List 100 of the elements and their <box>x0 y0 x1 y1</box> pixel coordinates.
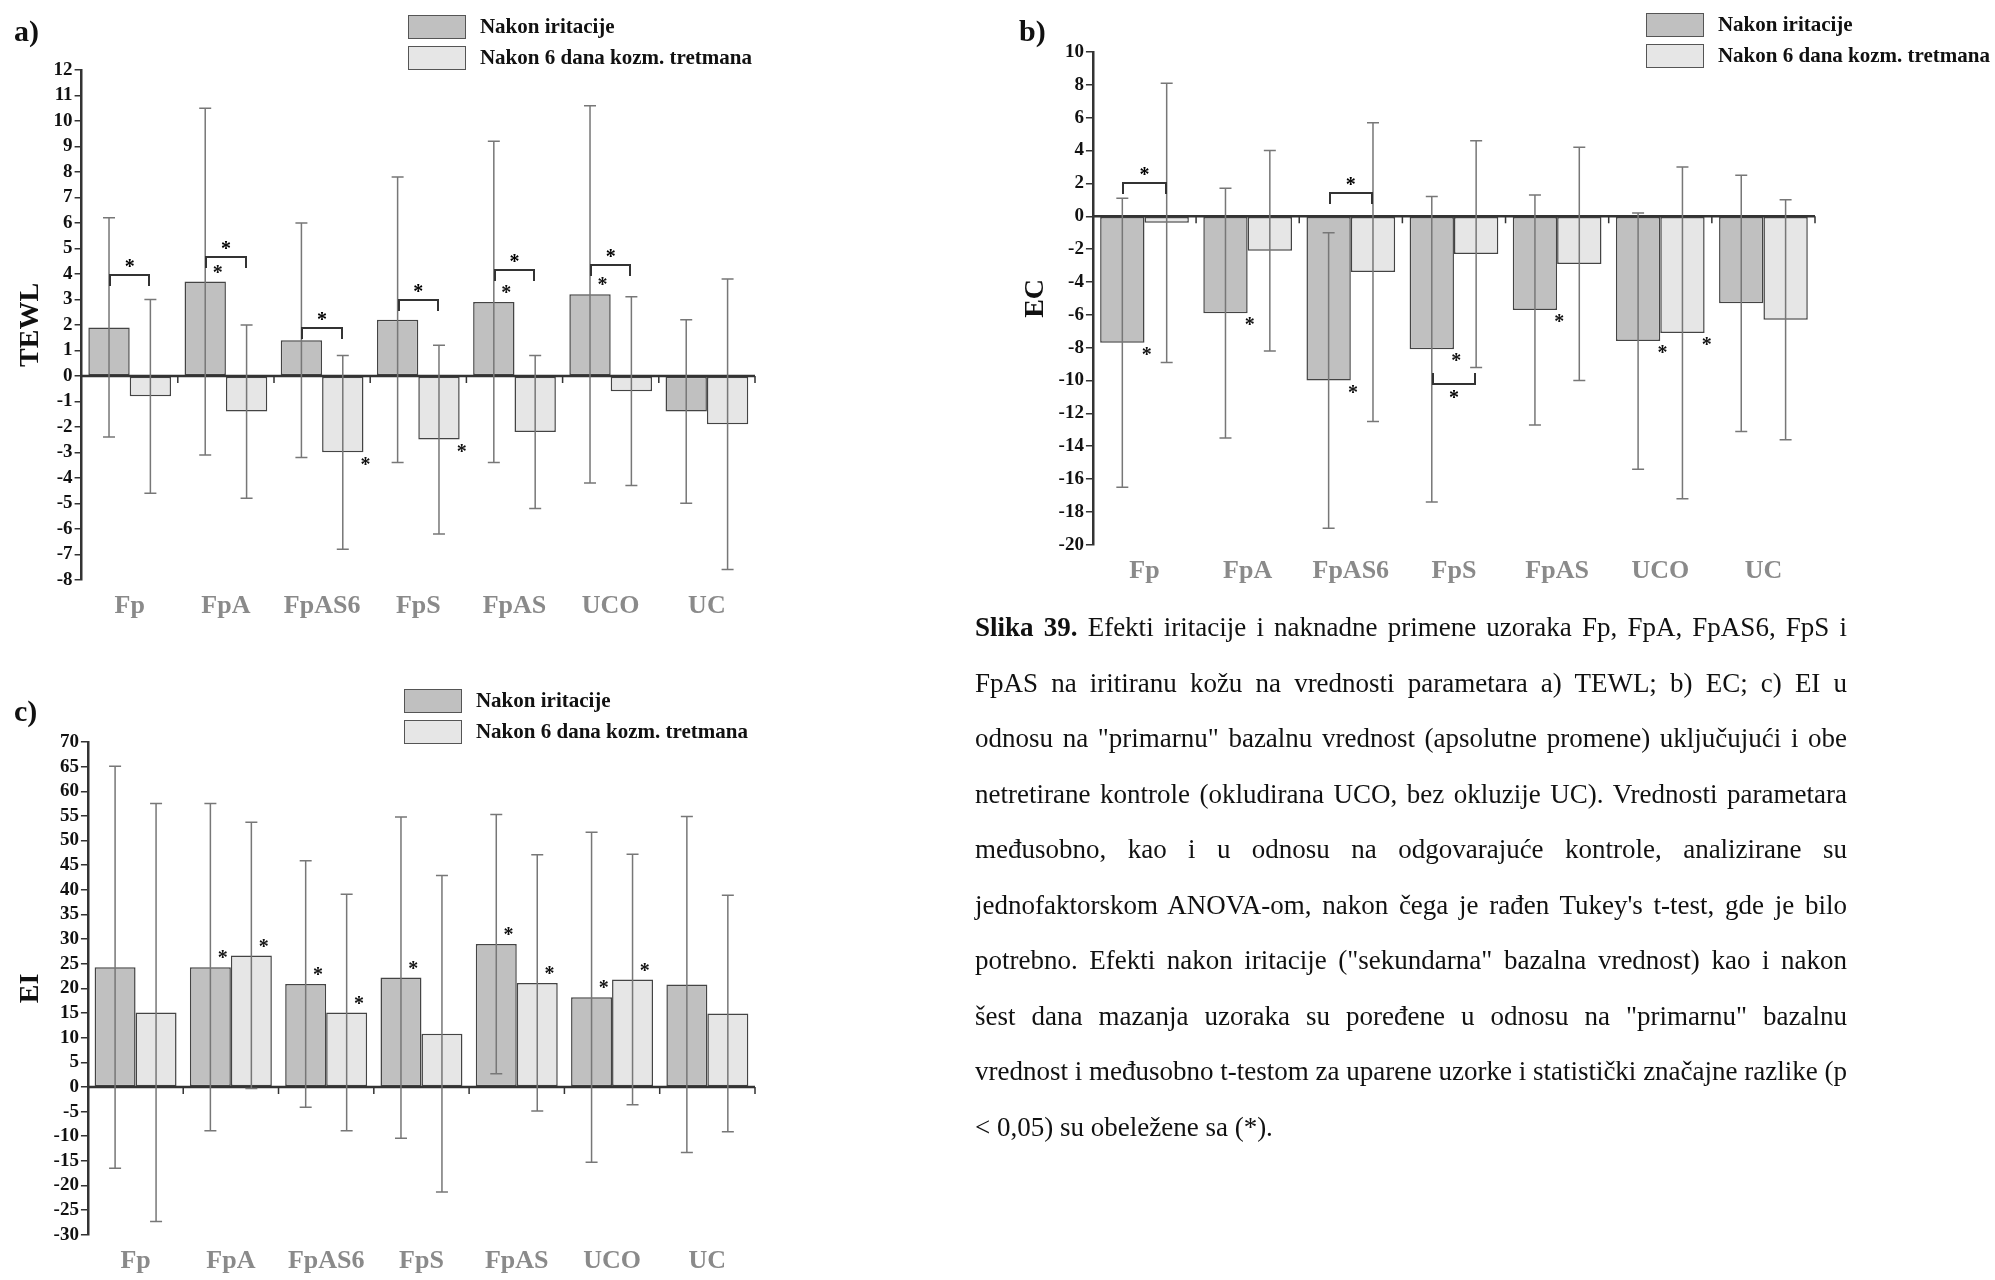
chart-title: b) <box>1019 14 1046 48</box>
annotation: * <box>353 991 364 1014</box>
y-tick-label: 0 <box>1074 204 1084 226</box>
significance-bracket: * <box>493 248 536 281</box>
annotation: * <box>1657 341 1668 364</box>
significance-bracket: * <box>1328 171 1373 204</box>
y-tick-label: 15 <box>59 1000 79 1022</box>
x-tick-label: UC <box>688 590 726 620</box>
y-tick-label: -20 <box>53 1173 79 1195</box>
y-tick-label: 60 <box>59 779 79 801</box>
chart-title: a) <box>14 14 39 48</box>
annotation: * <box>360 452 371 475</box>
annotation: * <box>123 254 136 277</box>
y-tick-label: 3 <box>63 287 73 309</box>
y-tick-label: 45 <box>59 853 79 875</box>
y-tick-label: -8 <box>1068 335 1084 357</box>
annotation: * <box>1447 386 1460 409</box>
annotation: * <box>597 273 608 296</box>
x-tick-label: UCO <box>1631 555 1690 585</box>
y-tick-label: -15 <box>53 1148 79 1170</box>
y-tick-label: 8 <box>63 159 73 181</box>
legend-label: Nakon 6 dana kozm. tretmana <box>475 719 748 744</box>
annotation: * <box>503 923 514 946</box>
annotation: * <box>1554 310 1565 333</box>
y-tick-label: -2 <box>1068 237 1084 259</box>
y-tick-label: 40 <box>59 877 79 899</box>
x-tick-label: FpAS <box>1525 555 1589 585</box>
y-tick-label: -16 <box>1058 467 1084 488</box>
y-tick-label: 4 <box>63 261 74 283</box>
x-tick-label: FpAS6 <box>287 1245 365 1275</box>
x-tick-label: FpS <box>1431 555 1477 585</box>
x-tick-label: FpAS6 <box>283 590 361 620</box>
y-tick-label: -18 <box>1058 499 1084 521</box>
y-tick-label: 10 <box>59 1025 79 1047</box>
x-tick-label: FpA <box>206 1245 256 1275</box>
y-tick-label: 0 <box>69 1074 79 1096</box>
y-tick-label: -10 <box>1058 368 1084 390</box>
annotation: * <box>217 946 228 969</box>
y-tick-label: 1 <box>63 338 73 360</box>
annotation: * <box>408 956 419 979</box>
y-tick-label: 4 <box>1074 138 1085 160</box>
annotation: * <box>1451 349 1462 372</box>
significance-bracket: * <box>397 279 439 312</box>
y-tick-label: 20 <box>59 976 79 998</box>
y-axis-title: EC <box>1018 278 1050 318</box>
y-tick-label: 70 <box>59 729 79 751</box>
annotation: * <box>412 280 425 303</box>
y-tick-label: -8 <box>56 567 73 589</box>
annotation: * <box>1344 172 1357 195</box>
y-tick-label: -7 <box>56 542 74 564</box>
y-tick-label: 7 <box>63 185 74 207</box>
y-tick-label: 65 <box>59 754 79 776</box>
x-tick-label: FpS <box>395 590 441 620</box>
y-tick-label: 2 <box>1074 171 1084 193</box>
y-tick-label: 35 <box>59 902 79 924</box>
x-tick-label: UC <box>1744 555 1783 585</box>
y-tick-label: -30 <box>53 1222 79 1244</box>
y-tick-label: -6 <box>1068 302 1084 324</box>
y-tick-label: -10 <box>53 1124 79 1146</box>
annotation: * <box>316 308 329 331</box>
y-tick-label: -3 <box>56 440 73 462</box>
y-tick-label: -20 <box>1058 532 1084 554</box>
x-tick-label: Fp <box>1129 555 1160 585</box>
y-tick-label: 55 <box>59 803 79 825</box>
annotation: * <box>219 237 232 260</box>
x-tick-label: UC <box>688 1245 727 1275</box>
y-tick-label: 10 <box>53 108 73 130</box>
y-tick-label: 5 <box>69 1050 79 1072</box>
significance-bracket: * <box>590 243 632 276</box>
y-tick-label: -6 <box>56 516 73 538</box>
annotation: * <box>604 244 617 267</box>
annotation: * <box>598 976 609 999</box>
legend-label: Nakon iritacije <box>479 14 615 39</box>
y-tick-label: -2 <box>56 414 73 436</box>
annotation: * <box>1348 380 1359 403</box>
y-tick-label: 9 <box>63 134 73 156</box>
annotation: * <box>1244 313 1255 336</box>
significance-bracket: * <box>1122 161 1167 194</box>
y-tick-label: 5 <box>63 236 73 258</box>
x-tick-label: FpAS <box>484 1245 549 1275</box>
x-tick-label: FpA <box>1223 555 1273 585</box>
y-tick-label: -12 <box>1058 401 1084 423</box>
annotation: * <box>258 934 269 957</box>
x-tick-label: UCO <box>581 590 640 620</box>
y-axis-title: EI <box>13 973 45 1004</box>
y-axis-title: TEWL <box>13 282 45 367</box>
legend-label: Nakon 6 dana kozm. tretmana <box>479 45 752 70</box>
text: Slika 39. <box>975 612 1078 642</box>
y-tick-label: 6 <box>1074 105 1084 127</box>
x-tick-label: FpAS6 <box>1312 555 1390 585</box>
y-tick-label: -5 <box>63 1099 79 1121</box>
x-tick-label: Fp <box>120 1245 151 1275</box>
y-tick-label: 11 <box>54 83 73 105</box>
annotation: * <box>312 963 323 986</box>
y-tick-label: 10 <box>1064 39 1084 61</box>
y-tick-label: -4 <box>56 465 74 487</box>
legend-label: Nakon iritacije <box>1717 12 1853 37</box>
x-tick-label: Fp <box>114 590 145 620</box>
y-tick-label: 50 <box>59 828 79 850</box>
y-tick-label: 6 <box>63 210 73 232</box>
